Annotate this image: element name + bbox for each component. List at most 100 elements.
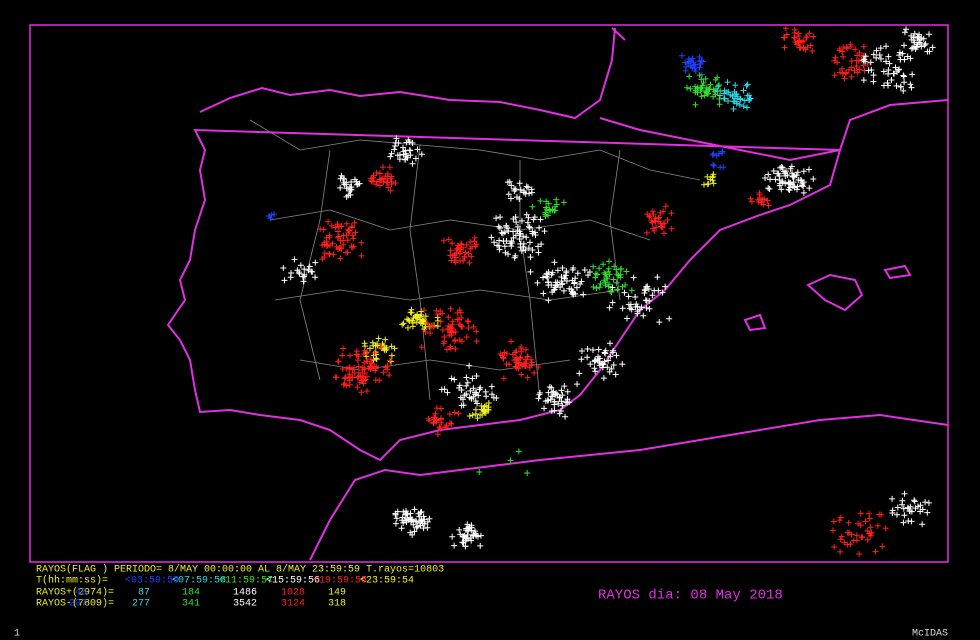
strike [748, 198, 755, 205]
strike [373, 181, 380, 188]
strike [652, 218, 659, 225]
strike [847, 41, 854, 48]
strike [784, 172, 791, 179]
strike [267, 215, 274, 222]
strike [346, 227, 353, 234]
strike [711, 162, 718, 169]
strike [877, 55, 884, 62]
strike [443, 422, 450, 429]
strike [393, 515, 400, 522]
strike [366, 345, 373, 352]
strike [535, 364, 542, 371]
strike [500, 238, 507, 245]
strike [346, 381, 353, 388]
strike [729, 93, 736, 100]
strike [455, 316, 462, 323]
strike [496, 246, 503, 253]
strike [744, 92, 751, 99]
strike [525, 214, 532, 221]
strike [446, 329, 453, 336]
strike [388, 352, 395, 359]
strike [541, 228, 548, 235]
strike [513, 364, 520, 371]
strike [896, 49, 903, 56]
strike [524, 219, 531, 226]
strike [347, 191, 354, 198]
strike [725, 98, 732, 105]
strike [464, 531, 471, 538]
strike [896, 52, 903, 59]
strike [623, 268, 630, 275]
strike [520, 233, 527, 240]
count-value: 207 [69, 599, 87, 610]
strike [465, 250, 472, 257]
strike [806, 185, 813, 192]
strike [451, 338, 458, 345]
strike [513, 219, 520, 226]
interval-text: <23:59:54 [360, 576, 414, 587]
strike [791, 34, 798, 41]
strike [592, 368, 599, 375]
strike [471, 391, 478, 398]
strike [651, 287, 658, 294]
strike [865, 510, 872, 517]
strike [502, 249, 509, 256]
strike [519, 362, 526, 369]
strike [471, 238, 478, 245]
strike [348, 184, 355, 191]
strike [480, 407, 487, 414]
province-border [249, 119, 701, 401]
strike [434, 416, 441, 423]
strike [399, 517, 406, 524]
strike [530, 216, 537, 223]
strike [782, 25, 789, 32]
strike [554, 391, 561, 398]
strike [692, 101, 699, 108]
strike [700, 181, 707, 188]
strike [409, 531, 416, 538]
strike [724, 79, 731, 86]
strike [418, 151, 425, 158]
strike [612, 371, 619, 378]
strike [901, 29, 908, 36]
strike [517, 186, 524, 193]
strike [584, 345, 591, 352]
strike [911, 30, 918, 37]
strike [346, 371, 353, 378]
strike [496, 225, 503, 232]
strike [329, 240, 336, 247]
strike [447, 420, 454, 427]
strike [659, 289, 666, 296]
count-value: 3124 [281, 599, 305, 610]
strike [916, 36, 923, 43]
strike [526, 364, 533, 371]
strike [596, 265, 603, 272]
strike [609, 284, 616, 291]
row-label: RAYOS+(2974)= [36, 587, 114, 599]
strike [900, 505, 907, 512]
strike [908, 84, 915, 91]
strike [699, 82, 706, 89]
strike [468, 395, 475, 402]
interval-text: <15:59:56 [266, 576, 320, 587]
strike [424, 319, 431, 326]
strike [358, 252, 365, 259]
strike [907, 81, 914, 88]
strike [831, 72, 838, 79]
strike [873, 54, 880, 61]
strike [545, 297, 552, 304]
strike [874, 522, 881, 529]
count-value: 3542 [233, 599, 257, 610]
strike [608, 288, 615, 295]
strike [545, 397, 552, 404]
strike [698, 93, 705, 100]
strike [468, 524, 475, 531]
strike [350, 235, 357, 242]
strike [360, 351, 367, 358]
strike [341, 175, 348, 182]
strike [845, 519, 852, 526]
strike [469, 375, 476, 382]
strike [654, 274, 661, 281]
strike [382, 364, 389, 371]
strike [447, 247, 454, 254]
